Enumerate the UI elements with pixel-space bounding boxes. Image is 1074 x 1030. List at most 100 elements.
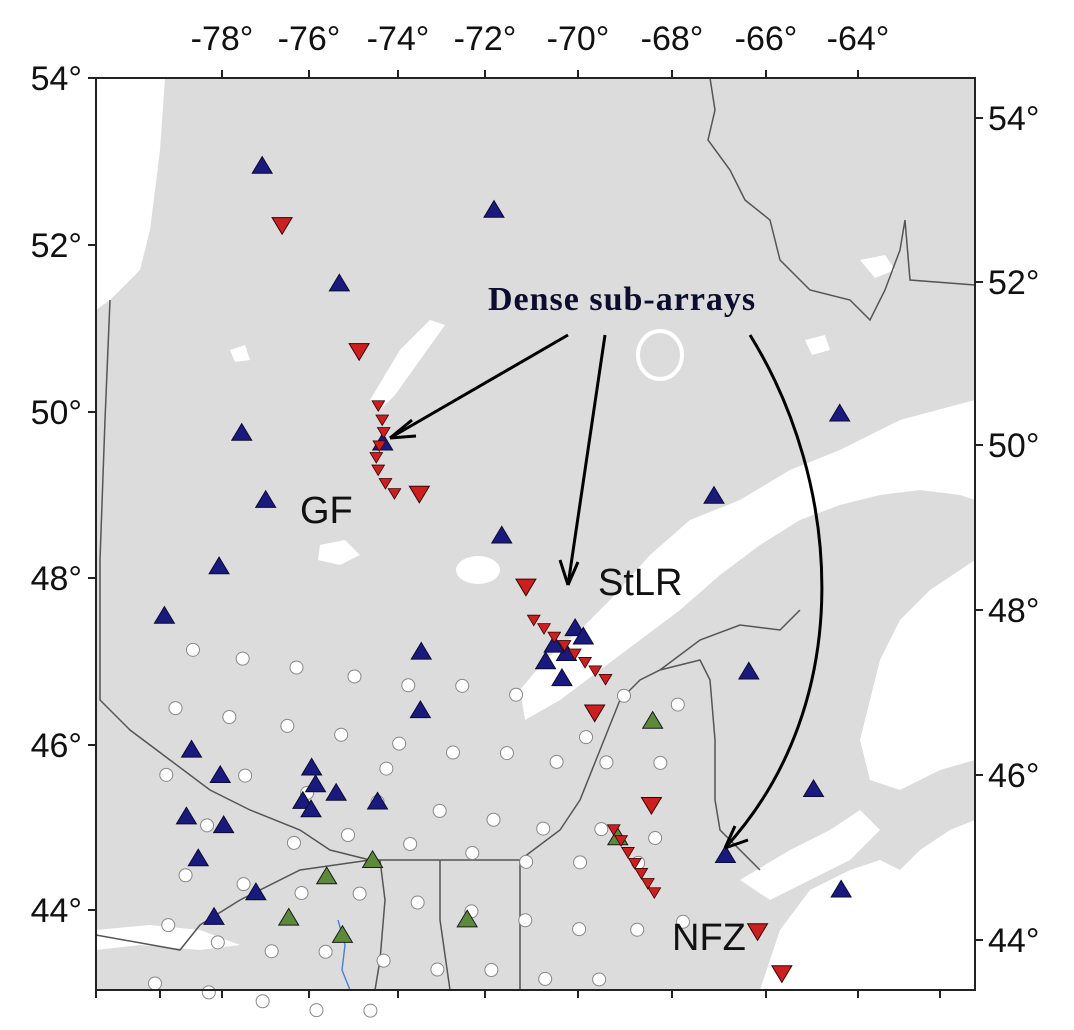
grid-station-51 <box>538 971 553 986</box>
callout-group: Dense sub-arrays <box>389 281 824 850</box>
permanent-station-11 <box>703 485 725 504</box>
grid-station-13 <box>392 736 407 751</box>
permanent-station-10 <box>490 525 513 544</box>
permanent-station-21 <box>714 844 737 864</box>
dense-array-station-13 <box>578 657 593 669</box>
arrow-to-gf <box>389 333 569 440</box>
new-brunswick-quebec-border <box>659 609 801 671</box>
manicouagan-reservoir <box>636 329 684 381</box>
dense-array-station-16 <box>606 824 621 837</box>
temporary-station-6 <box>456 909 479 928</box>
permanent-station-34 <box>325 782 348 801</box>
permanent-station-8 <box>410 641 433 660</box>
grid-station-31 <box>519 854 534 869</box>
red-station-2 <box>408 485 431 504</box>
top-longitude-labels: -78° -76° -74° -72° -70° -68° -66° -64° <box>191 20 890 58</box>
permanent-station-35 <box>366 791 389 810</box>
water-bodies <box>96 78 975 990</box>
top-tick-label-2: -74° <box>367 20 430 58</box>
grid-station-37 <box>352 886 367 901</box>
permanent-station-4 <box>254 489 277 508</box>
permanent-station-12 <box>828 403 851 422</box>
dense-array-station-8 <box>526 614 541 627</box>
grid-station-0 <box>185 642 200 657</box>
permanent-station-26 <box>212 815 235 834</box>
left-tick-label-1: 52° <box>31 227 82 265</box>
dense-array-station-2 <box>376 427 391 439</box>
grid-station-1 <box>235 651 250 666</box>
grid-station-11 <box>280 718 295 733</box>
grid-station-61 <box>579 730 594 745</box>
grid-station-41 <box>572 922 587 937</box>
temporary-station-3 <box>315 866 338 885</box>
temporary-station-5 <box>331 924 354 943</box>
permanent-station-24 <box>209 764 232 783</box>
grid-station-30 <box>465 845 480 860</box>
arrow-head-nfz <box>723 825 749 850</box>
gulf-of-st-lawrence <box>520 400 975 720</box>
grid-station-19 <box>159 767 174 782</box>
grid-station-17 <box>599 755 614 770</box>
permanent-station-27 <box>187 848 210 867</box>
red-station-6 <box>746 923 769 942</box>
permanent-station-23 <box>180 739 203 758</box>
grid-station-38 <box>410 895 425 910</box>
region-label-nfz: NFZ <box>672 917 746 959</box>
lake-st-john <box>456 556 500 584</box>
map-frame <box>95 77 976 991</box>
dense-array-station-12 <box>567 648 582 661</box>
permanent-station-16 <box>572 626 595 645</box>
grid-station-58 <box>286 835 301 850</box>
permanent-station-9 <box>409 700 432 719</box>
grid-station-4 <box>401 678 416 693</box>
right-tick-label-0: 54° <box>988 100 1039 138</box>
grid-station-50 <box>484 963 499 978</box>
permanent-station-7 <box>153 605 176 624</box>
grid-station-23 <box>432 803 447 818</box>
grid-station-45 <box>210 935 225 950</box>
arrow-head-gf <box>389 418 417 440</box>
permanent-station-25 <box>175 806 198 825</box>
grid-station-59 <box>200 818 215 833</box>
grid-station-52 <box>592 972 607 987</box>
grid-station-47 <box>318 944 333 959</box>
permanent-station-30 <box>300 757 323 776</box>
grid-station-34 <box>178 868 193 883</box>
dense-array-station-18 <box>620 847 635 859</box>
arrow-to-nfz <box>723 334 824 850</box>
grid-station-12 <box>334 727 349 742</box>
dense-array-station-19 <box>627 857 642 870</box>
dense-array-station-layer <box>369 400 662 900</box>
grid-station-43 <box>675 914 690 929</box>
top-tick-label-3: -72° <box>454 20 517 58</box>
quebec-ontario-border <box>99 299 371 861</box>
dense-array-station-20 <box>634 868 649 880</box>
arrow-head-stlr <box>558 559 580 586</box>
dense-array-station-11 <box>557 640 572 652</box>
dense-array-station-22 <box>647 887 662 900</box>
lake-ontario <box>96 925 240 950</box>
permanent-station-2 <box>483 199 505 218</box>
dense-array-station-7 <box>387 488 402 500</box>
dense-array-station-4 <box>369 452 384 464</box>
grid-station-14 <box>445 745 460 760</box>
dense-array-station-0 <box>371 400 386 413</box>
permanent-station-6 <box>208 556 230 575</box>
grid-station-15 <box>499 746 514 761</box>
grid-station-54 <box>201 985 216 1000</box>
top-tick-label-5: -68° <box>641 20 704 58</box>
left-tick-label-5: 44° <box>31 892 82 930</box>
grid-station-40 <box>518 913 533 928</box>
left-tick-label-4: 46° <box>31 727 82 765</box>
region-label-stlr: StLR <box>598 562 682 604</box>
top-tick-label-7: -64° <box>827 20 890 58</box>
right-tick-label-2: 50° <box>988 427 1039 465</box>
grid-station-18 <box>653 755 668 770</box>
right-tick-label-1: 52° <box>988 264 1039 302</box>
permanent-station-20 <box>802 778 825 798</box>
right-latitude-labels: 54° 52° 50° 48° 46° 44° <box>988 100 1039 960</box>
dense-array-station-6 <box>378 478 393 490</box>
gulf-south <box>860 560 975 790</box>
land-mass <box>96 78 975 990</box>
